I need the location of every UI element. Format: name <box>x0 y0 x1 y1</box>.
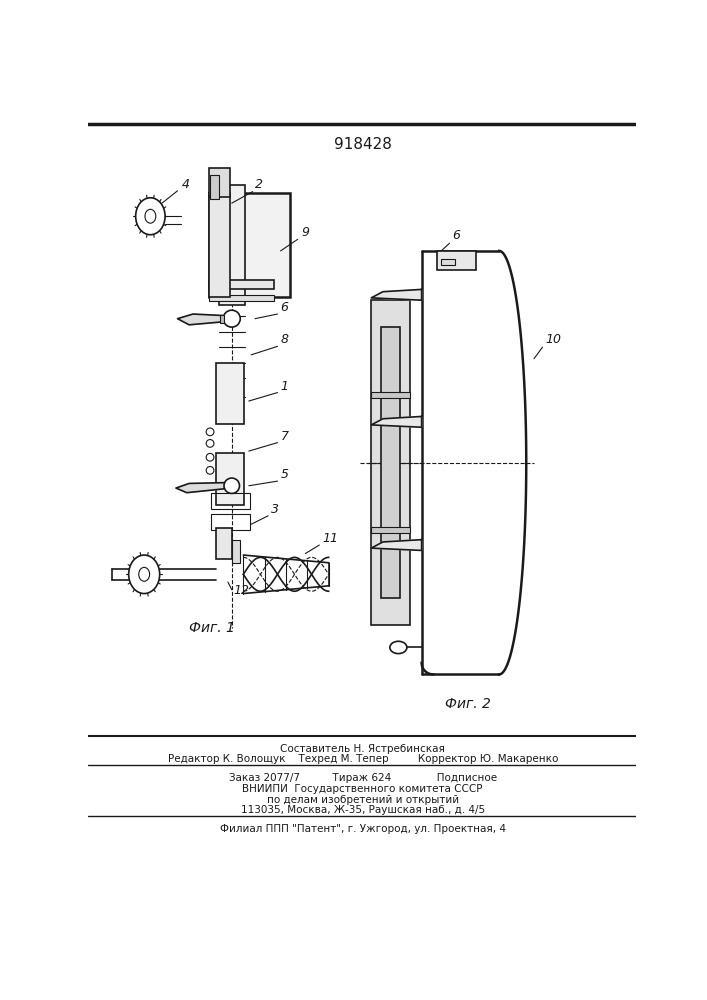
Ellipse shape <box>224 478 240 493</box>
Text: 11: 11 <box>322 532 339 545</box>
Bar <box>209 168 230 197</box>
Ellipse shape <box>139 567 150 581</box>
Ellipse shape <box>145 209 156 223</box>
Text: 4: 4 <box>182 178 189 191</box>
Text: Редактор К. Волощук    Техред М. Тепер         Корректор Ю. Макаренко: Редактор К. Волощук Техред М. Тепер Корр… <box>168 754 558 764</box>
Text: 2: 2 <box>255 178 263 191</box>
Bar <box>210 175 219 199</box>
Text: 3: 3 <box>271 503 279 516</box>
Text: 6: 6 <box>452 229 461 242</box>
Circle shape <box>206 466 214 474</box>
Text: 7: 7 <box>281 430 288 443</box>
Text: 8: 8 <box>281 333 288 346</box>
Bar <box>220 315 224 323</box>
Text: Филиал ППП "Патент", г. Ужгород, ул. Проектная, 4: Филиал ППП "Патент", г. Ужгород, ул. Про… <box>220 824 506 834</box>
Text: 6: 6 <box>281 301 288 314</box>
Text: 1: 1 <box>281 379 288 392</box>
Bar <box>381 327 400 598</box>
Bar <box>216 528 232 559</box>
Text: ВНИИПИ  Государственного комитета СССР: ВНИИПИ Государственного комитета СССР <box>243 784 483 794</box>
Bar <box>216 453 244 505</box>
Text: 113035, Москва, Ж-35, Раушская наб., д. 4/5: 113035, Москва, Ж-35, Раушская наб., д. … <box>240 805 485 815</box>
Text: +: + <box>230 485 238 494</box>
Polygon shape <box>371 540 421 550</box>
Polygon shape <box>177 314 224 325</box>
Bar <box>209 280 274 289</box>
Text: 12: 12 <box>233 584 250 597</box>
Polygon shape <box>371 289 421 300</box>
Bar <box>209 193 290 297</box>
Bar <box>441 259 455 265</box>
Bar <box>209 193 230 297</box>
Text: 10: 10 <box>546 333 561 346</box>
Bar <box>211 493 250 509</box>
Ellipse shape <box>136 198 165 235</box>
Text: 918428: 918428 <box>334 137 392 152</box>
Circle shape <box>206 440 214 447</box>
Text: Фиг. 2: Фиг. 2 <box>445 697 491 711</box>
Text: по делам изобретений и открытий: по делам изобретений и открытий <box>267 795 459 805</box>
Polygon shape <box>176 483 224 493</box>
Bar <box>371 392 410 398</box>
Polygon shape <box>371 416 421 427</box>
Circle shape <box>206 428 214 436</box>
Bar <box>371 527 410 533</box>
Text: 9: 9 <box>301 226 310 238</box>
Bar <box>437 251 476 270</box>
Text: Составитель Н. Ястребинская: Составитель Н. Ястребинская <box>280 744 445 754</box>
Text: Фиг. 1: Фиг. 1 <box>189 621 235 635</box>
Bar <box>211 514 250 530</box>
Ellipse shape <box>129 555 160 594</box>
Bar <box>218 185 245 305</box>
Circle shape <box>206 453 214 461</box>
Text: +: + <box>230 319 238 328</box>
Text: Заказ 2077/7          Тираж 624              Подписное: Заказ 2077/7 Тираж 624 Подписное <box>228 773 497 783</box>
Bar <box>216 363 244 424</box>
Bar <box>209 295 274 301</box>
Text: 5: 5 <box>281 468 288 481</box>
Ellipse shape <box>223 310 240 327</box>
Bar <box>371 300 410 625</box>
Bar <box>232 540 240 563</box>
Ellipse shape <box>390 641 407 654</box>
